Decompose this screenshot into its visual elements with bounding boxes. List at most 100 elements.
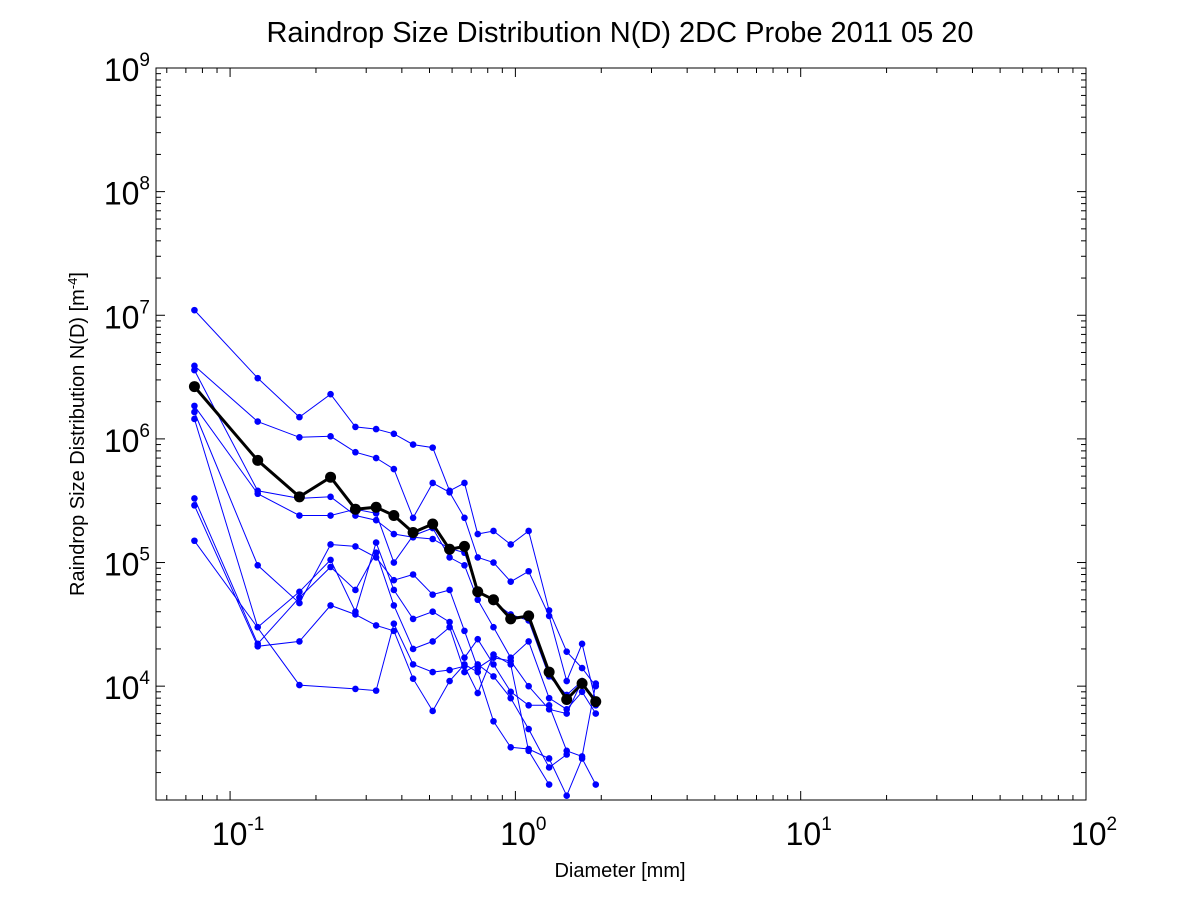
- y-tick-label: 109: [104, 50, 150, 88]
- series-point: [254, 374, 262, 382]
- series-point: [474, 554, 482, 561]
- series-point: [254, 418, 262, 425]
- series-point: [390, 576, 398, 584]
- y-tick-label: 106: [104, 421, 150, 459]
- series-point: [429, 479, 436, 487]
- series-point: [474, 596, 482, 604]
- mean-series-point: [523, 610, 535, 622]
- series-point: [446, 488, 453, 496]
- series-point: [474, 689, 482, 697]
- series-point: [490, 651, 497, 658]
- series-point: [474, 530, 482, 538]
- series-point: [446, 623, 453, 631]
- series-point: [352, 448, 359, 456]
- x-axis-label: Diameter [mm]: [554, 860, 685, 882]
- series-point: [327, 556, 334, 564]
- axis-ticks: [156, 67, 1087, 800]
- series-point: [490, 527, 497, 535]
- series-point: [525, 638, 532, 645]
- y-tick-labels: 104 105 106 107 108 109: [104, 50, 151, 706]
- series-point: [507, 694, 515, 702]
- series-point: [461, 654, 468, 661]
- y-tick-label: 107: [104, 297, 150, 335]
- series-point: [327, 390, 334, 398]
- series-line: [193, 411, 583, 715]
- series-point: [409, 661, 417, 668]
- series-point: [578, 755, 586, 762]
- series-point: [563, 648, 570, 655]
- series-point: [191, 402, 198, 410]
- series-point: [490, 661, 497, 668]
- series-point: [191, 366, 198, 374]
- series-point: [446, 677, 453, 685]
- series-point: [545, 612, 553, 620]
- series-point: [327, 602, 334, 609]
- series-point: [296, 638, 303, 645]
- mean-series-point: [188, 381, 200, 393]
- chart-title: Raindrop Size Distribution N(D) 2DC Prob…: [266, 17, 973, 49]
- mean-series-point: [590, 696, 602, 708]
- x-tick-label: 10-1: [212, 814, 264, 852]
- series-point: [474, 635, 482, 643]
- series-point: [545, 694, 553, 702]
- series-point: [507, 661, 515, 668]
- mean-series-point: [325, 471, 337, 483]
- mean-series-point: [576, 678, 588, 690]
- series-point: [446, 586, 453, 594]
- series-point: [191, 408, 198, 416]
- y-tick-label: 104: [104, 668, 151, 706]
- series-point: [429, 608, 436, 616]
- series-point: [296, 681, 303, 689]
- series-point: [296, 512, 303, 519]
- series-point: [507, 578, 515, 585]
- series-point: [490, 717, 497, 725]
- series-point: [409, 571, 417, 578]
- series-point: [429, 535, 436, 543]
- series-point: [525, 702, 532, 709]
- series-point: [352, 543, 359, 550]
- mean-series-point: [444, 543, 456, 555]
- series-point: [446, 666, 453, 674]
- x-tick-label: 101: [786, 814, 832, 852]
- mean-series-group: [188, 381, 602, 708]
- series-point: [191, 306, 198, 314]
- series-point: [296, 599, 303, 607]
- x-tick-label: 100: [500, 814, 546, 852]
- series-point: [461, 561, 468, 569]
- series-point: [578, 640, 586, 648]
- x-tick-labels: 10-1 100 101 102: [212, 814, 1117, 852]
- series-point: [390, 559, 398, 566]
- series-point: [461, 662, 468, 670]
- series-point: [525, 527, 532, 535]
- series-point: [563, 792, 570, 800]
- series-point: [446, 554, 453, 561]
- series-point: [409, 441, 417, 448]
- series-point: [390, 602, 398, 609]
- mean-series-point: [472, 586, 484, 598]
- series-point: [461, 479, 468, 487]
- series-point: [592, 680, 600, 687]
- series-point: [446, 618, 453, 626]
- series-point: [372, 454, 380, 462]
- series-point: [429, 638, 436, 645]
- series-point: [409, 615, 417, 623]
- series-point: [507, 541, 515, 548]
- series-point: [563, 677, 570, 685]
- series-point: [545, 764, 553, 771]
- series-point: [296, 588, 303, 596]
- series-point: [372, 539, 380, 546]
- y-axis-label-base: Raindrop Size Distribution N(D) [m: [67, 289, 89, 596]
- series-point: [461, 627, 468, 635]
- series-line: [193, 540, 550, 785]
- series-point: [525, 567, 532, 575]
- y-axis-label-exp: -4: [65, 278, 80, 290]
- series-point: [545, 755, 553, 762]
- series-point: [525, 725, 532, 733]
- series-point: [563, 710, 570, 717]
- series-point: [327, 432, 334, 440]
- series-point: [254, 643, 262, 650]
- series-point: [352, 685, 359, 693]
- series-point: [390, 586, 398, 594]
